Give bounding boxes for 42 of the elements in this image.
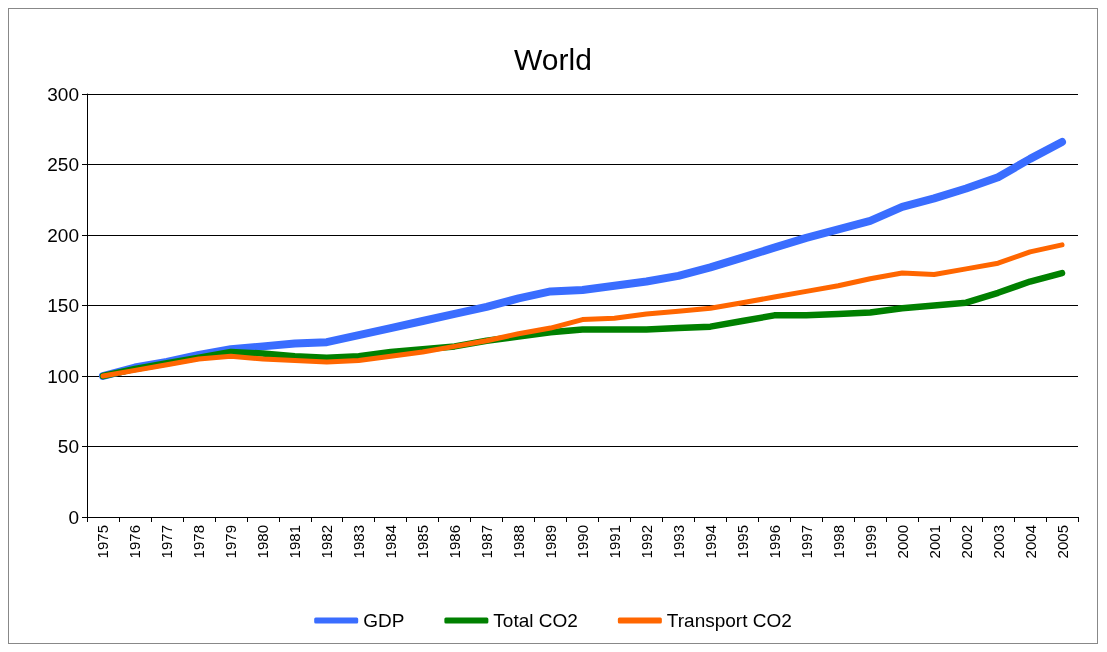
x-tick-label: 1997 bbox=[797, 525, 815, 559]
x-tick-label: 1978 bbox=[190, 525, 208, 559]
x-tick-label: 1981 bbox=[286, 525, 304, 559]
x-tick-label: 1999 bbox=[861, 525, 879, 559]
x-tick-label: 1988 bbox=[510, 525, 528, 559]
x-tick-label: 2001 bbox=[925, 525, 943, 559]
y-tick-label: 200 bbox=[47, 224, 79, 246]
legend-label: GDP bbox=[363, 610, 405, 631]
x-tick-label: 1985 bbox=[414, 525, 432, 559]
x-tick-label: 1980 bbox=[254, 525, 272, 559]
y-tick-label: 300 bbox=[47, 83, 79, 105]
x-tick-label: 1998 bbox=[829, 525, 847, 559]
legend-label: Total CO2 bbox=[493, 610, 578, 631]
x-tick-label: 1987 bbox=[478, 525, 496, 559]
x-tick-label: 1994 bbox=[701, 525, 719, 559]
x-tick-label: 1989 bbox=[542, 525, 560, 559]
y-tick-label: 100 bbox=[47, 365, 79, 387]
x-tick-label: 1993 bbox=[669, 525, 687, 559]
x-tick-label: 2005 bbox=[1053, 525, 1071, 559]
chart-title: World bbox=[514, 42, 592, 76]
x-tick-label: 2004 bbox=[1021, 525, 1039, 559]
x-tick-label: 1983 bbox=[350, 525, 368, 559]
x-tick-label: 1984 bbox=[382, 525, 400, 559]
x-tick-label: 2003 bbox=[989, 525, 1007, 559]
x-tick-label: 1979 bbox=[222, 525, 240, 559]
x-tick-label: 1982 bbox=[318, 525, 336, 559]
x-tick-label: 1977 bbox=[158, 525, 176, 559]
x-tick-label: 2000 bbox=[893, 525, 911, 559]
y-tick-label: 50 bbox=[57, 436, 79, 457]
x-tick-label: 1996 bbox=[765, 525, 783, 559]
x-tick-label: 1976 bbox=[126, 525, 144, 559]
y-tick-label: 250 bbox=[47, 154, 79, 175]
x-tick-label: 2002 bbox=[957, 525, 975, 559]
x-tick-label: 1995 bbox=[733, 525, 751, 559]
x-tick-label: 1986 bbox=[446, 525, 464, 559]
x-tick-label: 1991 bbox=[605, 525, 623, 559]
x-tick-label: 1992 bbox=[637, 525, 655, 559]
y-tick-label: 0 bbox=[68, 506, 79, 528]
x-tick-label: 1990 bbox=[574, 525, 591, 559]
y-tick-label: 150 bbox=[47, 295, 79, 316]
legend-label: Transport CO2 bbox=[666, 610, 792, 631]
x-tick-label: 1975 bbox=[94, 525, 112, 559]
